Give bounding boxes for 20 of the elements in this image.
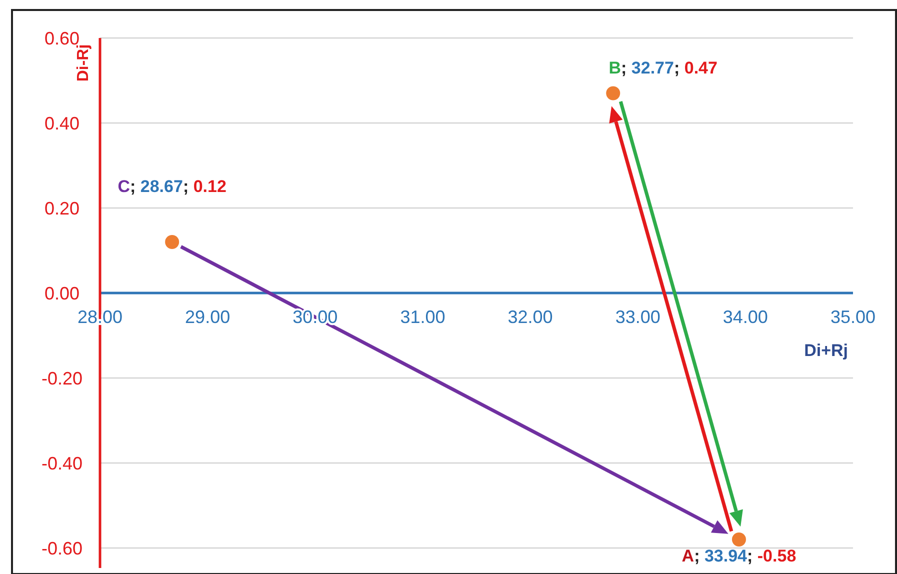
y-tick-label: -0.40	[41, 453, 83, 474]
y-tick-label: 0.20	[44, 198, 80, 218]
y-tick-label: 0.40	[44, 113, 80, 134]
point	[606, 86, 620, 100]
x-tick-label: 34.00	[722, 307, 768, 327]
y-axis-title: Di-Rj	[75, 44, 92, 82]
point	[732, 532, 746, 546]
x-tick-label: 29.00	[185, 307, 230, 327]
x-tick-label: 31.00	[400, 307, 446, 327]
point	[165, 235, 180, 249]
y-tick-label: 0.00	[44, 283, 80, 304]
y-tick-label: -0.20	[41, 368, 83, 388]
x-tick-label: 35.00	[830, 307, 876, 327]
y-tick-label: -0.60	[41, 538, 83, 558]
data-label: A; 33.94; -0.58	[682, 546, 796, 566]
x-axis-title: Di+Rj	[804, 341, 848, 360]
data-label: C; 28.67; 0.12	[118, 177, 226, 196]
x-tick-label: 32.00	[508, 307, 553, 327]
x-tick-label: 33.00	[615, 307, 660, 327]
data-label: B; 32.77; 0.47	[608, 58, 718, 78]
